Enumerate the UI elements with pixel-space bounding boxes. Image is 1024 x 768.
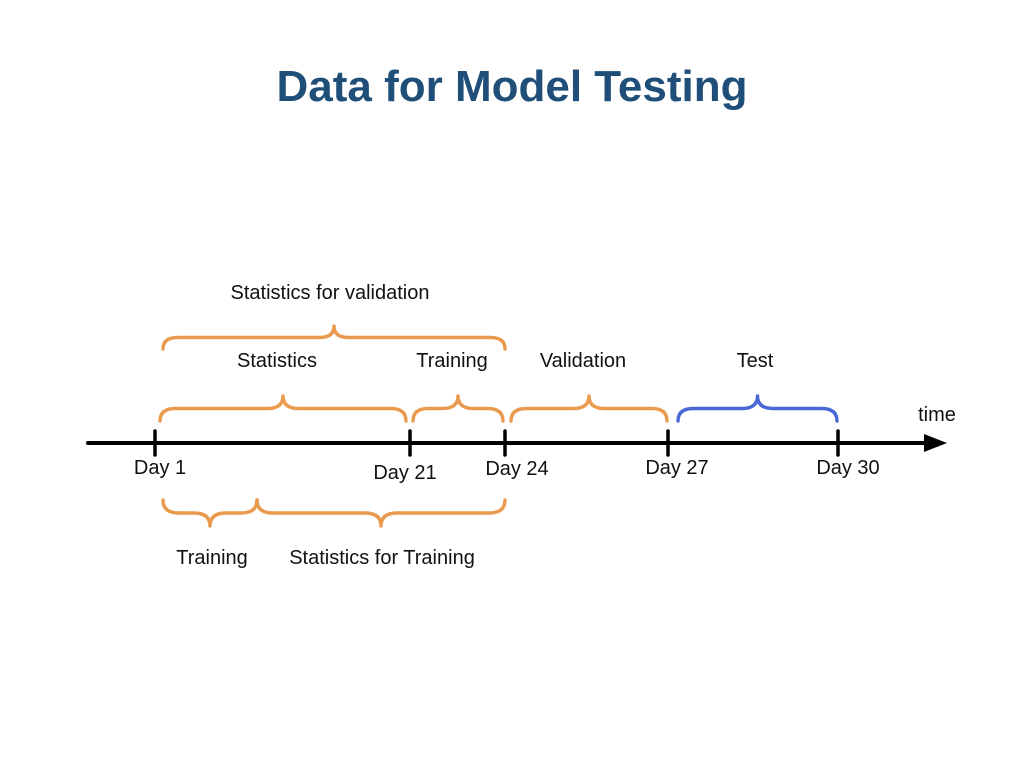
brace-label-statistics-for-training: Statistics for Training (289, 547, 475, 569)
brace-validation (509, 394, 669, 423)
brace-training-below (161, 498, 259, 528)
slide-title: Data for Model Testing (276, 62, 748, 111)
brace-label-statistics: Statistics (236, 350, 318, 372)
brace-training-above (411, 394, 505, 423)
brace-test (676, 394, 839, 423)
brace-label-test: Test (736, 350, 774, 372)
brace-label-statistics-for-validation: Statistics for validation (230, 282, 430, 304)
brace-statistics-for-validation (161, 324, 507, 351)
brace-label-training-below: Training (176, 547, 248, 569)
tick-label-day-27: Day 27 (645, 457, 709, 479)
timeline-arrowhead (924, 434, 947, 452)
brace-statistics-for-training (255, 498, 507, 528)
tick-label-day-24: Day 24 (485, 458, 549, 480)
brace-statistics (158, 394, 408, 423)
tick-label-day-1: Day 1 (133, 457, 187, 479)
brace-label-validation: Validation (539, 350, 627, 372)
tick-label-day-30: Day 30 (816, 457, 880, 479)
axis-label-time: time (918, 404, 956, 426)
brace-label-training-above: Training (416, 350, 488, 372)
tick-label-day-21: Day 21 (373, 462, 437, 484)
